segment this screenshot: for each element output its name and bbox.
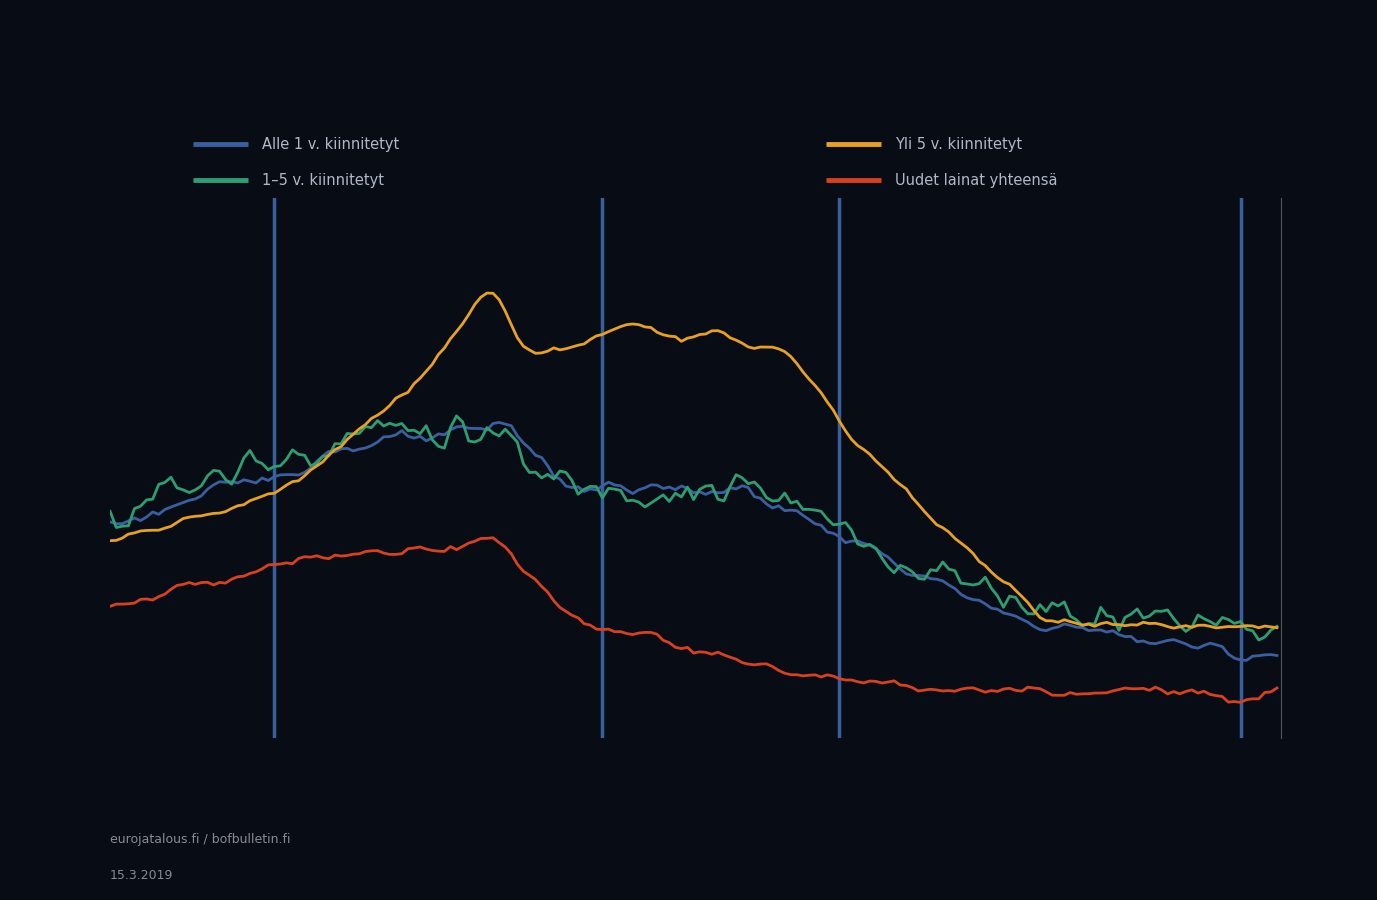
Text: Alle 1 v. kiinnitetyt: Alle 1 v. kiinnitetyt — [262, 137, 399, 151]
Text: Yli 5 v. kiinnitetyt: Yli 5 v. kiinnitetyt — [895, 137, 1022, 151]
Text: Uudet lainat yhteensä: Uudet lainat yhteensä — [895, 173, 1058, 187]
Text: 1–5 v. kiinnitetyt: 1–5 v. kiinnitetyt — [262, 173, 384, 187]
Text: 15.3.2019: 15.3.2019 — [110, 869, 174, 882]
Text: eurojatalous.fi / bofbulletin.fi: eurojatalous.fi / bofbulletin.fi — [110, 833, 291, 846]
